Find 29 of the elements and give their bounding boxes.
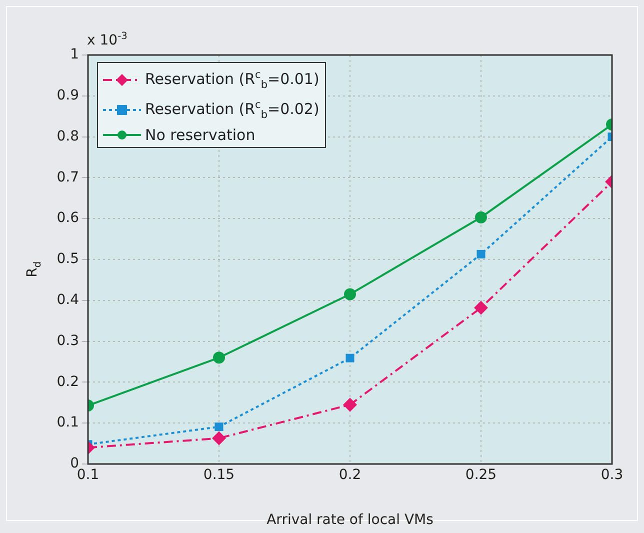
legend-label: No reservation	[145, 125, 256, 145]
y-tick-label: 0.4	[56, 292, 80, 308]
point	[344, 288, 356, 300]
x-tick-label: 0.25	[465, 467, 497, 484]
point	[475, 211, 487, 224]
y-tick-label: 0.1	[56, 414, 79, 431]
point	[476, 250, 486, 258]
point	[213, 352, 225, 364]
y-tick-label: 0	[70, 456, 79, 472]
y-tick-label: 1	[70, 46, 79, 63]
point	[474, 300, 488, 315]
x-axis-title: Arrival rate of local VMs	[266, 512, 434, 528]
y-tick-label: 0.3	[56, 332, 79, 349]
legend-label: Reservation (R$^{c}$$_{b}$=0.01)	[145, 68, 320, 93]
x-tick-label: 0.2	[338, 467, 362, 484]
x-tick-label: 0.3	[600, 467, 624, 484]
point	[346, 354, 354, 362]
y-tick-label: 0.5	[56, 251, 79, 268]
y-tick-label: 0.8	[56, 128, 79, 144]
legend-label: Reservation (R$^{c}$$_{b}$=0.02)	[145, 98, 320, 123]
point	[343, 398, 357, 412]
y-tick-label: 0.7	[56, 169, 79, 186]
text: x 10$^{-3}$	[87, 31, 128, 49]
x-tick-label: 0.15	[203, 467, 235, 484]
y-tick-label: 0.6	[56, 210, 80, 226]
y-tick-label: 0.9	[56, 88, 79, 104]
y-tick-label: 0.2	[56, 374, 79, 390]
point	[214, 422, 224, 432]
point	[212, 431, 226, 446]
